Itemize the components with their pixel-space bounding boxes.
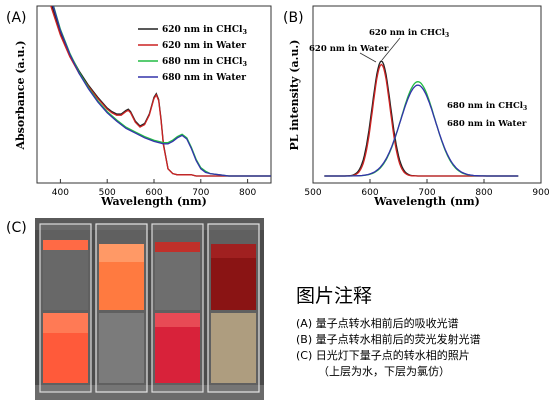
cuvette-4 bbox=[207, 223, 260, 393]
panel-b-tick-label: 600 bbox=[361, 188, 378, 198]
panel-b-y-label: PL intensity (a.u.) bbox=[288, 40, 301, 151]
panel-b-x-ticks: 500 600 700 800 900 bbox=[304, 179, 550, 198]
legend-label-1: 620 nm in CHCl3 bbox=[162, 25, 247, 36]
cuvette-3 bbox=[151, 223, 204, 393]
panel-b-annotation-2: 620 nm in Water bbox=[309, 44, 389, 54]
caption-line-d: （上层为水，下层为氯仿） bbox=[318, 364, 450, 378]
annotation-leader-1 bbox=[381, 37, 401, 61]
panel-a-series-2 bbox=[50, 6, 271, 177]
caption-line-b: (B) 量子点转水相前后的荧光发射光谱 bbox=[296, 332, 481, 346]
panel-a-x-label: Wavelength (nm) bbox=[100, 195, 207, 208]
panel-a-tick-label: 700 bbox=[192, 188, 209, 198]
cuvette-1 bbox=[39, 223, 92, 393]
panel-b-annotations: 620 nm in CHCl3 620 nm in Water 680 nm in … bbox=[309, 28, 527, 129]
panel-b-tick-label: 500 bbox=[304, 188, 321, 198]
panel-a-series-4 bbox=[52, 6, 271, 177]
panel-a-tick-label: 500 bbox=[99, 188, 116, 198]
panel-b-annotation-4: 680 nm in Water bbox=[447, 119, 527, 129]
panel-b-annotation-3: 680 nm in CHCl3 bbox=[447, 101, 527, 112]
panel-c-label: (C) bbox=[6, 220, 27, 236]
annotation-leader-2 bbox=[359, 52, 377, 63]
cuvette-photo bbox=[35, 218, 264, 400]
caption-line-a: (A) 量子点转水相前后的吸收光谱 bbox=[296, 316, 459, 330]
legend-label-2: 620 nm in Water bbox=[162, 41, 246, 51]
panel-a-tick-label: 800 bbox=[239, 188, 256, 198]
panel-a-legend: 620 nm in CHCl3 620 nm in Water 680 nm in … bbox=[138, 25, 247, 83]
legend-label-3: 680 nm in CHCl3 bbox=[162, 57, 247, 68]
panel-b-label: (B) bbox=[283, 10, 304, 26]
cuvette-2 bbox=[95, 223, 148, 393]
panel-a-label: (A) bbox=[6, 10, 27, 26]
caption-title: 图片注释 bbox=[296, 285, 372, 307]
panel-b-tick-label: 900 bbox=[532, 188, 549, 198]
legend-label-4: 680 nm in Water bbox=[162, 73, 246, 83]
panel-c: (C) bbox=[6, 218, 264, 400]
panel-a-tick-label: 400 bbox=[52, 188, 69, 198]
panel-a-tick-label: 600 bbox=[145, 188, 162, 198]
caption-line-c: (C) 日光灯下量子点的转水相的照片 bbox=[296, 348, 470, 362]
panel-b-tick-label: 700 bbox=[418, 188, 435, 198]
caption: 图片注释 (A) 量子点转水相前后的吸收光谱 (B) 量子点转水相前后的荧光发射… bbox=[296, 285, 481, 378]
panel-b-lines bbox=[324, 60, 519, 177]
panel-a-y-label: Absorbance (a.u.) bbox=[14, 40, 27, 150]
panel-a-lines bbox=[50, 6, 271, 177]
panel-b-tick-label: 800 bbox=[475, 188, 492, 198]
panel-b-annotation-1: 620 nm in CHCl3 bbox=[369, 28, 449, 39]
panel-b-x-label: Wavelength (nm) bbox=[373, 195, 480, 208]
panel-b-peak-4 bbox=[324, 84, 519, 177]
panel-a-x-ticks: 400 500 600 700 800 bbox=[52, 179, 256, 198]
